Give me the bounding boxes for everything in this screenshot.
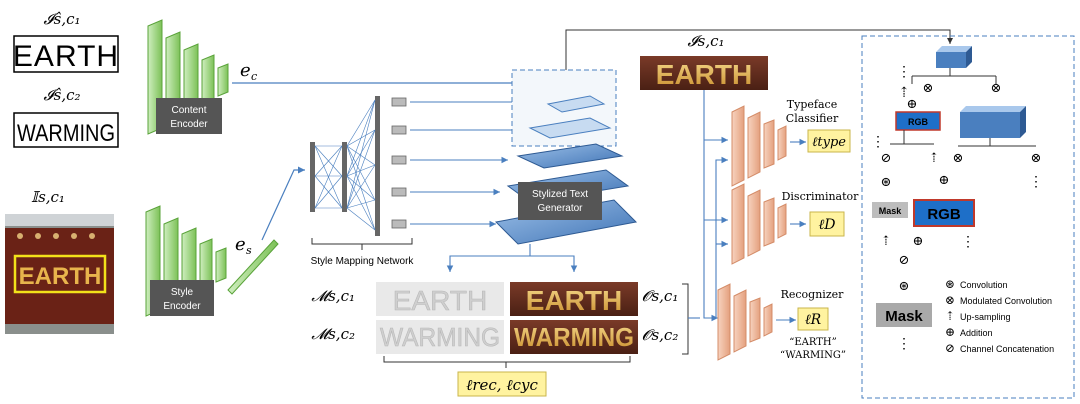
svg-text:EARTH: EARTH bbox=[526, 285, 622, 316]
svg-text:⊛: ⊛ bbox=[899, 279, 910, 294]
discriminator: Discriminator ℓD bbox=[731, 183, 860, 265]
svg-text:EARTH: EARTH bbox=[393, 285, 487, 316]
svg-text:Typeface: Typeface bbox=[787, 98, 837, 111]
svg-text:ℓrec, ℓcyc: ℓrec, ℓcyc bbox=[466, 376, 538, 394]
style-mapping-label: Style Mapping Network bbox=[311, 256, 415, 267]
content-embedding-label: e c bbox=[240, 60, 257, 83]
svg-text:Mask: Mask bbox=[885, 308, 923, 325]
svg-text:RGB: RGB bbox=[927, 206, 961, 223]
stylized-text-generator: Stylized Text Generator bbox=[494, 69, 638, 245]
svg-text:⋮: ⋮ bbox=[871, 134, 885, 150]
svg-text:c: c bbox=[251, 70, 257, 83]
svg-text:RGB: RGB bbox=[908, 117, 929, 127]
rgb-block-small bbox=[895, 111, 941, 131]
svg-text:“EARTH”: “EARTH” bbox=[789, 337, 837, 348]
svg-text:⊕: ⊕ bbox=[907, 97, 918, 112]
reconstruction-loss: ℓrec, ℓcyc bbox=[457, 371, 547, 397]
content-input-2: 𝓘ŝ,c₂ WARMING bbox=[13, 86, 119, 148]
svg-text:Recognizer: Recognizer bbox=[781, 288, 845, 301]
mask-output-2: 𝓜s,c₂ WARMING bbox=[311, 320, 504, 354]
svg-text:𝓜s,c₂: 𝓜s,c₂ bbox=[311, 325, 355, 343]
svg-text:⋮: ⋮ bbox=[897, 64, 911, 80]
legend-convolution: Convolution bbox=[960, 280, 1008, 290]
legend: ⊛ Convolution ⊗ Modulated Convolution ⇡ … bbox=[945, 277, 1054, 355]
content-encoder: Content Encoder bbox=[147, 19, 229, 135]
svg-text:⊕: ⊕ bbox=[913, 234, 924, 249]
svg-text:WARMING: WARMING bbox=[380, 322, 500, 352]
content-encoder-line2: Encoder bbox=[170, 119, 208, 130]
content-input-2-text: WARMING bbox=[17, 120, 115, 147]
svg-text:ℓR: ℓR bbox=[805, 312, 822, 328]
legend-channel-concatenation: Channel Concatenation bbox=[960, 344, 1054, 354]
target-image: 𝓘s,c₁ EARTH bbox=[640, 32, 768, 90]
svg-text:Classifier: Classifier bbox=[786, 112, 839, 125]
svg-text:⊛: ⊛ bbox=[881, 175, 892, 190]
style-encoder-line2: Encoder bbox=[163, 301, 201, 312]
generator-line1: Stylized Text bbox=[532, 189, 588, 200]
svg-text:Mask: Mask bbox=[879, 206, 903, 216]
svg-text:EARTH: EARTH bbox=[656, 59, 752, 90]
recognizer: Recognizer ℓR “EARTH” “WARMING” bbox=[717, 283, 846, 361]
svg-text:⊗: ⊗ bbox=[991, 81, 1002, 96]
svg-text:⇡: ⇡ bbox=[881, 234, 892, 249]
svg-text:ℓtype: ℓtype bbox=[812, 135, 846, 150]
style-input-label: 𝕀s,c₁ bbox=[31, 188, 65, 206]
svg-text:“WARMING”: “WARMING” bbox=[780, 350, 846, 361]
svg-text:𝓜s,c₁: 𝓜s,c₁ bbox=[311, 287, 355, 305]
style-code-arrow bbox=[261, 166, 305, 241]
svg-text:⊘: ⊘ bbox=[881, 151, 892, 166]
svg-text:⊗: ⊗ bbox=[1031, 151, 1042, 166]
style-photo-text: EARTH bbox=[19, 263, 102, 290]
svg-text:𝓘s,c₁: 𝓘s,c₁ bbox=[687, 32, 724, 50]
svg-text:⇡: ⇡ bbox=[945, 309, 955, 323]
content-input-1: 𝓘ŝ,c₁ EARTH bbox=[13, 10, 119, 73]
style-input: 𝕀s,c₁ EARTH bbox=[5, 188, 114, 334]
svg-text:⊕: ⊕ bbox=[945, 325, 955, 339]
content-input-2-label: 𝓘ŝ,c₂ bbox=[43, 86, 80, 104]
generator-line2: Generator bbox=[537, 203, 583, 214]
svg-text:e: e bbox=[235, 234, 246, 255]
style-embedding-label: e s bbox=[235, 234, 252, 257]
svg-text:⇡: ⇡ bbox=[929, 151, 940, 166]
svg-text:Discriminator: Discriminator bbox=[782, 190, 860, 203]
svg-text:⊗: ⊗ bbox=[945, 293, 955, 307]
mask-output-1: 𝓜s,c₁ EARTH bbox=[311, 282, 504, 316]
svg-text:⊕: ⊕ bbox=[939, 173, 950, 188]
typeface-classifier: Typeface Classifier ℓtype bbox=[731, 98, 851, 187]
svg-text:⊘: ⊘ bbox=[945, 341, 955, 355]
svg-text:⊛: ⊛ bbox=[945, 277, 955, 291]
style-encoder-line1: Style bbox=[171, 287, 194, 298]
legend-upsampling: Up-sampling bbox=[960, 312, 1011, 322]
style-mapping-network: Style Mapping Network bbox=[310, 96, 414, 267]
svg-text:𝓞s,c₂: 𝓞s,c₂ bbox=[642, 326, 678, 344]
style-encoder: Style Encoder bbox=[145, 205, 279, 317]
legend-modulated-convolution: Modulated Convolution bbox=[960, 296, 1052, 306]
svg-text:ℓD: ℓD bbox=[818, 217, 835, 233]
rgb-block-large bbox=[913, 199, 975, 227]
svg-text:⋮: ⋮ bbox=[1029, 174, 1043, 190]
style-crop-box bbox=[13, 254, 107, 294]
svg-text:⋮: ⋮ bbox=[961, 234, 975, 250]
svg-text:𝓞s,c₁: 𝓞s,c₁ bbox=[642, 287, 678, 305]
content-input-1-label: 𝓘ŝ,c₁ bbox=[43, 10, 80, 28]
svg-text:⊘: ⊘ bbox=[899, 253, 910, 268]
svg-text:s: s bbox=[246, 244, 252, 257]
svg-text:⊗: ⊗ bbox=[923, 81, 934, 96]
mask-block-large bbox=[876, 303, 932, 327]
generator-detail-panel: ⋮ ⇡ ⊗ ⊕ ⊗ RGB ⋮ ⊘ ⇡ ⊗ ⊗ ⊛ ⊕ ⋮ Mask RGB ⇡… bbox=[861, 35, 1075, 399]
content-encoder-line1: Content bbox=[171, 105, 206, 116]
svg-text:⋮: ⋮ bbox=[897, 336, 911, 352]
legend-addition: Addition bbox=[960, 328, 993, 338]
svg-text:e: e bbox=[240, 60, 251, 81]
content-input-1-text: EARTH bbox=[13, 40, 119, 73]
svg-text:⊗: ⊗ bbox=[953, 151, 964, 166]
svg-text:WARMING: WARMING bbox=[514, 322, 634, 352]
mask-block-small bbox=[872, 202, 908, 218]
stylized-output-2: WARMING 𝓞s,c₂ bbox=[510, 320, 678, 354]
svg-text:⇡: ⇡ bbox=[898, 85, 910, 101]
stylized-output-1: EARTH 𝓞s,c₁ bbox=[510, 282, 678, 316]
detail-link-arrow bbox=[565, 29, 953, 70]
